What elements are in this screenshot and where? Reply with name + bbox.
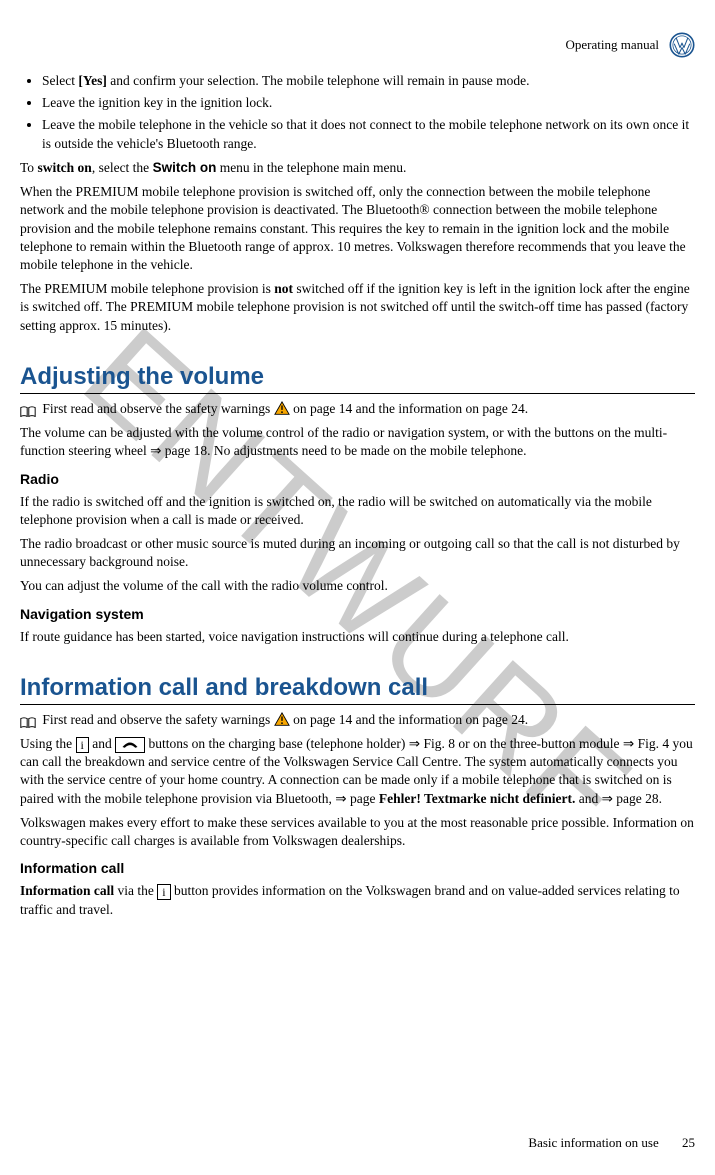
subheading-infocall: Information call [20,860,695,876]
first-read-note: First read and observe the safety warnin… [20,711,695,729]
subheading-radio: Radio [20,471,695,487]
section-heading-info: Information call and breakdown call [20,674,695,705]
body-text: Volkswagen makes every effort to make th… [20,814,695,850]
page-header: Operating manual [20,32,695,58]
phone-button-icon [115,737,145,753]
header-title: Operating manual [566,37,660,53]
list-item: Leave the mobile telephone in the vehicl… [42,116,695,152]
vw-logo-icon [669,32,695,58]
book-icon [20,715,36,727]
page-number: 25 [682,1135,695,1150]
body-text: Using the i and buttons on the charging … [20,735,695,808]
body-text: You can adjust the volume of the call wi… [20,577,695,595]
list-item: Leave the ignition key in the ignition l… [42,94,695,112]
body-text: If route guidance has been started, voic… [20,628,695,646]
body-text: To switch on, select the Switch on menu … [20,159,695,177]
warning-icon [274,712,290,726]
first-read-note: First read and observe the safety warnin… [20,400,695,418]
warning-icon [274,401,290,415]
body-text: When the PREMIUM mobile telephone provis… [20,183,695,274]
book-icon [20,404,36,416]
body-text: If the radio is switched off and the ign… [20,493,695,529]
body-text: The volume can be adjusted with the volu… [20,424,695,460]
page-footer: Basic information on use 25 [528,1135,695,1151]
instruction-list: Select [Yes] and confirm your selection.… [20,72,695,153]
i-button-icon: i [76,737,89,753]
body-text: The radio broadcast or other music sourc… [20,535,695,571]
list-item: Select [Yes] and confirm your selection.… [42,72,695,90]
body-text: Information call via the i button provid… [20,882,695,918]
section-heading-volume: Adjusting the volume [20,363,695,394]
body-text: The PREMIUM mobile telephone provision i… [20,280,695,335]
subheading-nav: Navigation system [20,606,695,622]
footer-text: Basic information on use [528,1135,658,1150]
i-button-icon: i [157,884,170,900]
